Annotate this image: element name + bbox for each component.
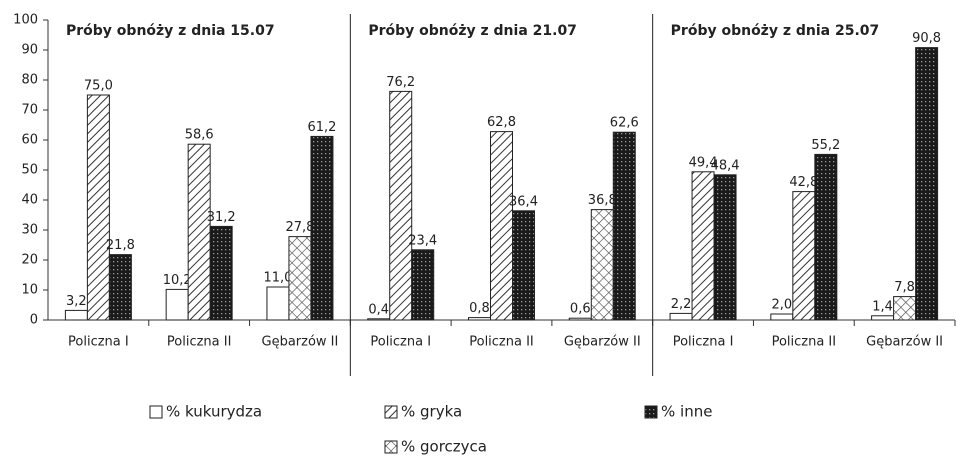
bar	[512, 210, 535, 321]
bar	[490, 131, 513, 321]
y-tick-label: 20	[21, 253, 38, 268]
value-label: 90,8	[912, 31, 941, 46]
y-tick-label: 80	[21, 73, 38, 88]
value-label: 55,2	[811, 138, 840, 153]
bar	[612, 131, 636, 321]
legend-label: % gorczyca	[401, 438, 487, 456]
x-tick-label: Policzna II	[469, 335, 534, 350]
value-label: 0,6	[570, 302, 591, 317]
legend-swatch	[384, 405, 398, 419]
value-label: 10,2	[163, 273, 192, 288]
y-tick-label: 100	[13, 13, 38, 28]
bar	[108, 254, 132, 321]
value-label: 62,6	[610, 116, 639, 131]
value-label: 49,4	[689, 155, 718, 170]
x-tick-label: Gębarzów II	[866, 335, 943, 350]
legend-swatch	[644, 405, 658, 419]
bar	[411, 249, 435, 321]
bar	[568, 317, 592, 321]
panel-title: Próby obnóży z dnia 15.07	[66, 23, 275, 39]
value-label: 21,8	[106, 238, 135, 253]
x-tick-label: Gębarzów II	[564, 335, 641, 350]
legend-label: % kukurydza	[166, 403, 262, 421]
bar	[770, 313, 794, 321]
bar	[814, 153, 838, 321]
value-label: 76,2	[386, 75, 415, 90]
y-tick-label: 10	[21, 283, 38, 298]
x-tick-label: Policzna II	[772, 335, 837, 350]
bar	[288, 236, 312, 321]
y-tick-label: 40	[21, 193, 38, 208]
bar	[367, 318, 391, 321]
panel-title: Próby obnóży z dnia 21.07	[368, 23, 577, 39]
bar	[64, 309, 88, 321]
value-label: 11,0	[263, 271, 292, 286]
x-tick-label: Policzna II	[167, 335, 232, 350]
x-tick-label: Policzna I	[673, 335, 734, 350]
legend-label: % gryka	[401, 403, 462, 421]
bar	[691, 171, 715, 321]
value-label: 27,8	[285, 220, 314, 235]
bar	[86, 94, 110, 321]
value-label: 2,0	[771, 298, 792, 313]
bar	[266, 286, 290, 321]
bar	[389, 90, 413, 321]
y-tick-label: 70	[21, 103, 38, 118]
y-tick-label: 60	[21, 133, 38, 148]
legend-swatch	[384, 440, 398, 454]
value-label: 61,2	[307, 120, 336, 135]
bar	[209, 225, 233, 321]
y-tick-label: 30	[21, 223, 38, 238]
bar	[792, 191, 816, 321]
value-label: 75,0	[84, 79, 113, 94]
value-label: 1,4	[872, 299, 893, 314]
value-label: 0,4	[368, 302, 389, 317]
legend-label: % inne	[661, 403, 712, 421]
bar	[713, 174, 737, 321]
bar	[310, 135, 334, 321]
y-tick-label: 50	[21, 163, 38, 178]
x-tick-label: Gębarzów II	[262, 335, 339, 350]
value-label: 7,8	[894, 280, 915, 295]
bar	[871, 315, 895, 321]
legend-swatch	[149, 405, 163, 419]
value-label: 31,2	[207, 210, 236, 225]
bar	[187, 143, 211, 321]
x-tick-label: Policzna I	[370, 335, 431, 350]
value-label: 42,8	[789, 175, 818, 190]
bar	[468, 317, 491, 321]
bar	[590, 209, 614, 321]
bar	[893, 296, 917, 321]
value-label: 0,8	[469, 301, 490, 316]
x-tick-label: Policzna I	[68, 335, 129, 350]
bar	[165, 288, 189, 321]
value-label: 23,4	[408, 233, 437, 248]
value-label: 2,2	[671, 297, 692, 312]
value-label: 36,8	[588, 193, 617, 208]
bar	[915, 47, 939, 321]
panel-title: Próby obnóży z dnia 25.07	[671, 23, 880, 39]
value-label: 62,8	[487, 115, 516, 130]
y-tick-label: 90	[21, 43, 38, 58]
value-label: 36,4	[509, 194, 538, 209]
value-label: 48,4	[711, 158, 740, 173]
bar	[669, 312, 693, 321]
value-label: 3,2	[66, 294, 87, 309]
value-label: 58,6	[185, 128, 214, 143]
y-tick-label: 0	[30, 313, 38, 328]
